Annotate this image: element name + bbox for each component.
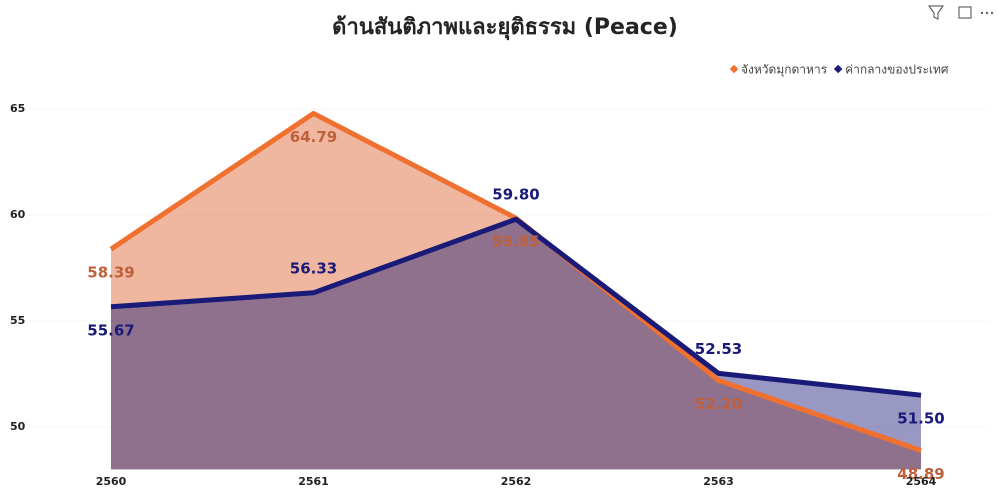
x-tick-label: 2564: [906, 475, 937, 488]
y-tick-label: 65: [10, 102, 25, 115]
data-label: 52.20: [695, 395, 742, 413]
toolbar[interactable]: [927, 5, 994, 20]
legend-label: ค่ากลางของประเทศ: [845, 63, 949, 77]
data-label: 52.53: [695, 340, 742, 358]
x-tick-label: 2563: [703, 475, 734, 488]
filter-icon[interactable]: [927, 5, 945, 20]
x-tick-label: 2561: [298, 475, 329, 488]
x-tick-label: 2562: [501, 475, 532, 488]
data-label: 48.89: [897, 465, 944, 483]
chart-title: ด้านสันติภาพและยุติธรรม (Peace): [332, 15, 678, 41]
y-tick-label: 55: [10, 314, 25, 327]
more-icon[interactable]: [980, 11, 994, 15]
data-label: 51.50: [897, 410, 944, 428]
data-label: 64.79: [290, 128, 337, 146]
line: [110, 216, 922, 398]
x-tick-label: 2560: [96, 475, 127, 488]
area: [111, 219, 921, 470]
data-label: 58.39: [87, 264, 134, 282]
data-label: 59.85: [492, 233, 539, 251]
data-label: 59.80: [492, 186, 539, 204]
focus-icon[interactable]: [958, 6, 972, 19]
data-label: 56.33: [290, 259, 337, 277]
y-tick-label: 60: [10, 208, 26, 221]
legend-label: จังหวัดมุกดาหาร: [741, 63, 828, 78]
data-label: 55.67: [87, 321, 134, 339]
y-tick-label: 50: [10, 420, 26, 433]
